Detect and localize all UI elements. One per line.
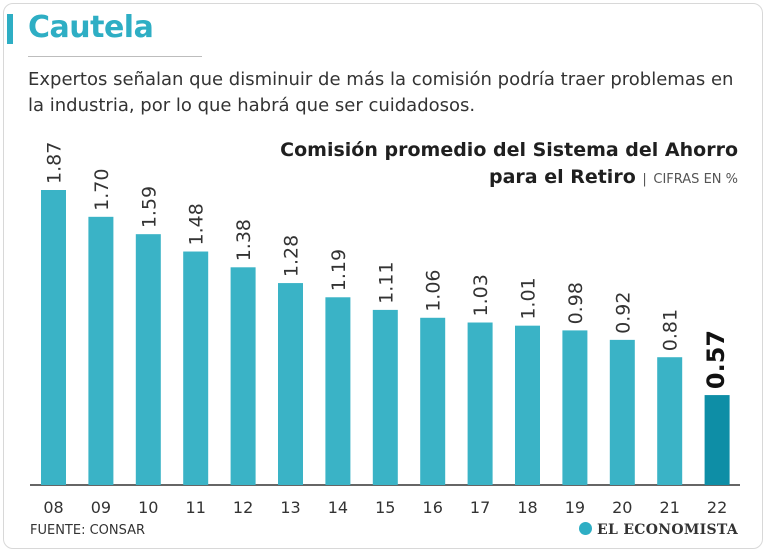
data-label-15: 1.11 [375, 262, 397, 304]
bar-14 [325, 297, 351, 485]
chart-title-line1: Comisión promedio del Sistema del Ahorro [280, 139, 738, 161]
data-label-13: 1.28 [281, 235, 303, 277]
x-tick-label-10: 10 [138, 498, 158, 517]
bar-21 [657, 357, 683, 485]
bar-13 [278, 283, 303, 485]
bar-22 [704, 395, 730, 485]
x-tick-label-22: 22 [707, 498, 727, 517]
data-label-14: 1.19 [328, 249, 350, 291]
brand-globe-icon [579, 522, 593, 535]
x-tick-label-09: 09 [91, 498, 111, 517]
page-title: Cautela [28, 10, 154, 45]
x-tick-label-13: 13 [280, 498, 300, 517]
title-accent-bar [7, 14, 13, 44]
subtitle: Expertos señalan que disminuir de más la… [28, 69, 734, 116]
source-note: FUENTE: CONSAR [30, 523, 146, 538]
data-label-21: 0.81 [660, 309, 682, 351]
data-label-20: 0.92 [612, 292, 634, 334]
infographic-frame [3, 3, 763, 549]
x-tick-label-14: 14 [328, 498, 348, 517]
brand-logo: EL ECONOMISTA [579, 522, 738, 538]
x-tick-label-16: 16 [423, 498, 443, 517]
data-label-09: 1.70 [91, 169, 113, 211]
data-label-22: 0.57 [702, 330, 730, 389]
bar-12 [230, 267, 256, 485]
bar-09 [88, 216, 114, 485]
bar-16 [420, 317, 446, 485]
x-tick-label-21: 21 [660, 498, 680, 517]
x-tick-label-20: 20 [612, 498, 632, 517]
bar-18 [515, 325, 540, 485]
bar-19 [562, 330, 588, 485]
x-tick-label-18: 18 [517, 498, 537, 517]
data-label-10: 1.59 [138, 186, 160, 228]
data-label-08: 1.87 [44, 142, 66, 184]
x-tick-label-12: 12 [233, 498, 253, 517]
bar-17 [467, 322, 493, 485]
data-label-19: 0.98 [565, 282, 587, 324]
bar-10 [135, 234, 161, 485]
brand-name: EL ECONOMISTA [597, 522, 738, 538]
data-label-18: 1.01 [518, 277, 540, 319]
bar-20 [609, 339, 635, 485]
chart-title: Comisión promedio del Sistema del Ahorro… [218, 137, 738, 193]
x-tick-label-15: 15 [375, 498, 395, 517]
title-divider [28, 56, 202, 57]
x-tick-label-19: 19 [565, 498, 585, 517]
x-tick-label-17: 17 [470, 498, 490, 517]
chart-unit-separator: | [642, 172, 647, 187]
data-label-11: 1.48 [186, 203, 208, 245]
x-tick-label-08: 08 [43, 498, 63, 517]
bar-11 [183, 251, 209, 485]
chart-unit-label: CIFRAS EN % [653, 172, 738, 187]
data-label-12: 1.38 [233, 219, 255, 261]
chart-title-line2: para el Retiro [488, 166, 636, 188]
data-label-17: 1.03 [470, 274, 492, 316]
data-label-16: 1.06 [423, 269, 445, 311]
bar-15 [372, 309, 398, 485]
bar-08 [41, 190, 66, 485]
x-tick-label-11: 11 [186, 498, 206, 517]
